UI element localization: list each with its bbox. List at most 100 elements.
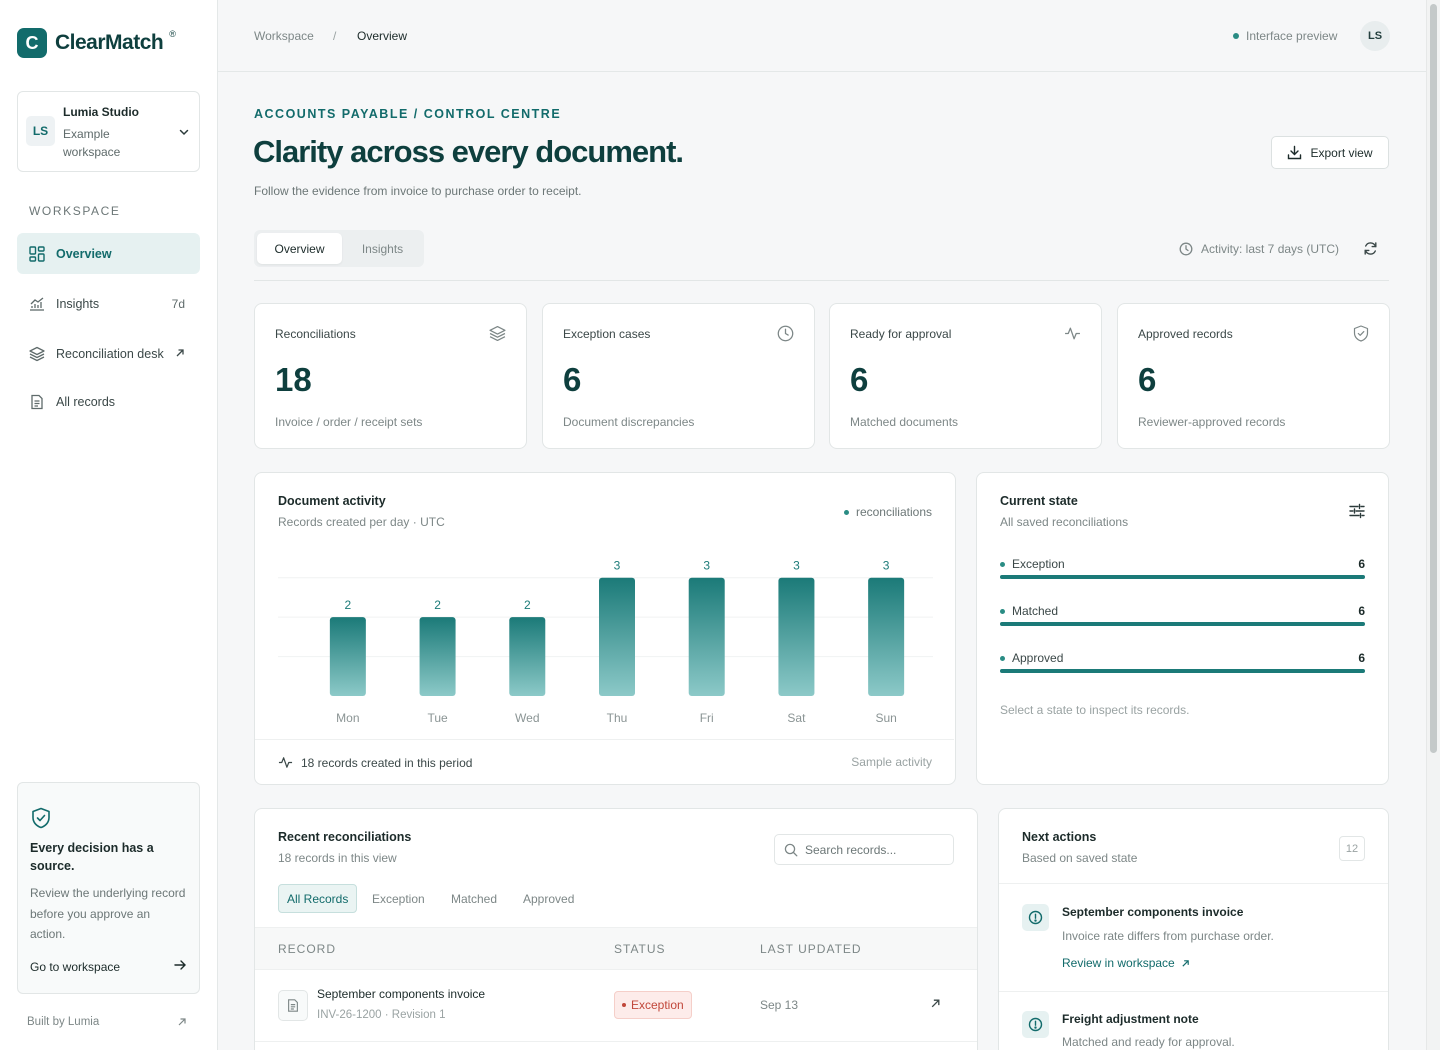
column-header-record[interactable]: RECORD (278, 942, 337, 956)
promo-title: Every decision has a source. (30, 841, 154, 873)
search-input[interactable]: Search records... (774, 834, 954, 865)
sidebar-item-label: All records (56, 394, 116, 409)
filter-matched[interactable]: Matched (451, 891, 498, 906)
document-activity-card: 2 Mon 2 Tue 2 Wed 3 Thu 3 Fri 3 Sat 3 Sun Document ac… (254, 472, 956, 785)
layers-icon (489, 325, 506, 347)
kpi-card-reconciliations[interactable]: Reconciliations 18 Invoice / order / rec… (254, 303, 527, 449)
chart-bar (419, 617, 456, 696)
sidebar-item-reconciliation-desk[interactable]: Reconciliation desk (17, 333, 200, 374)
state-dot (1000, 655, 1005, 661)
kpi-card-ready-for-approval[interactable]: Ready for approval 6 Matched documents (829, 303, 1102, 449)
next-actions-title: Next actions (1022, 830, 1097, 844)
bar-value-label: 2 (434, 598, 441, 612)
chart-legend: reconciliations (843, 505, 932, 519)
state-label: Matched (1000, 604, 1058, 618)
grid-icon (29, 245, 45, 262)
filter-all-records[interactable]: All Records (278, 884, 358, 913)
external-link-icon[interactable] (930, 996, 941, 1014)
sidebar-item-badge: 7d (171, 296, 185, 311)
view-tabs: Overview Insights (254, 230, 424, 267)
page-scrollbar[interactable] (1426, 0, 1440, 1050)
external-link-icon (175, 347, 185, 361)
chevron-down-icon (178, 125, 190, 143)
state-progress-fill (1000, 622, 1365, 626)
status-dot (1233, 33, 1239, 39)
activity-range-label: Activity: last 7 days (UTC) (1201, 242, 1340, 256)
tab-insights[interactable]: Insights (361, 241, 404, 256)
review-in-workspace-link[interactable]: Review in workspace (1062, 956, 1190, 970)
chart-bar (778, 577, 815, 696)
chart-bar (868, 577, 905, 696)
scrollbar-thumb[interactable] (1430, 4, 1437, 753)
bar-value-label: 3 (703, 559, 710, 573)
kpi-subtitle: Document discrepancies (563, 415, 695, 429)
workspace-subtitle: Example workspace (63, 127, 121, 159)
sidebar-item-insights[interactable]: Insights 7d (17, 283, 200, 324)
refresh-icon[interactable] (1363, 241, 1378, 261)
chart-bar (688, 577, 725, 696)
column-header-status[interactable]: STATUS (614, 942, 666, 956)
tab-overview[interactable]: Overview (257, 233, 342, 264)
table-row[interactable]: September components invoice INV-26-1200… (255, 970, 977, 1042)
sidebar-item-all-records[interactable]: All records (17, 381, 200, 422)
next-action-title: September components invoice (1062, 905, 1244, 919)
export-view-label: Export view (1310, 145, 1373, 160)
topbar: Workspace / Overview Interface preview L… (218, 0, 1426, 72)
brand[interactable]: C ClearMatch ® (17, 28, 176, 58)
state-label: Approved (1000, 651, 1063, 665)
search-icon (784, 843, 798, 856)
state-progress-bar (1000, 575, 1365, 579)
row-title: September components invoice (317, 987, 486, 1001)
divider (999, 991, 1388, 992)
brand-name: ClearMatch (55, 31, 164, 54)
kpi-card-exception-cases[interactable]: Exception cases 6 Document discrepancies (542, 303, 815, 449)
sidebar-item-overview[interactable]: Overview (17, 233, 200, 274)
promo-body: Review the underlying record before you … (30, 886, 186, 941)
row-last-updated: Sep 13 (760, 998, 799, 1012)
recent-title: Recent reconciliations (278, 830, 412, 844)
filter-approved[interactable]: Approved (523, 891, 575, 906)
arrow-right-icon[interactable] (173, 958, 187, 977)
shield-check-icon (31, 807, 51, 834)
kpi-subtitle: Invoice / order / receipt sets (275, 415, 423, 429)
column-header-last-updated[interactable]: LAST UPDATED (760, 942, 862, 956)
divider (999, 883, 1388, 884)
search-placeholder: Search records... (805, 842, 897, 857)
download-icon (1288, 145, 1302, 160)
kpi-value: 6 (1138, 361, 1157, 398)
bar-value-label: 3 (614, 559, 621, 573)
workspace-switcher[interactable]: LS Lumia Studio Example workspace (17, 91, 200, 172)
export-view-button[interactable]: Export view (1271, 136, 1389, 169)
state-progress-bar (1000, 669, 1365, 673)
state-progress-fill (1000, 575, 1365, 579)
chart-bar (509, 617, 546, 696)
table-header: RECORD STATUS LAST UPDATED (255, 927, 977, 970)
next-action-body: Matched and ready for approval. (1062, 1035, 1235, 1049)
chart-footer-text: 18 records created in this period (301, 755, 473, 770)
user-avatar[interactable]: LS (1360, 21, 1390, 51)
pulse-icon (278, 757, 293, 768)
kpi-label: Reconciliations (275, 327, 356, 341)
activity-range[interactable]: Activity: last 7 days (UTC) (1179, 242, 1339, 256)
interface-preview-status: Interface preview (1233, 29, 1337, 43)
filter-exception[interactable]: Exception (372, 891, 425, 906)
next-action-title: Freight adjustment note (1062, 1012, 1199, 1026)
page-title: Clarity across every document. (253, 134, 684, 169)
document-activity-chart: 2 Mon 2 Tue 2 Wed 3 Thu 3 Fri 3 Sat 3 Sun (278, 559, 933, 725)
kpi-card-approved-records[interactable]: Approved records 6 Reviewer-approved rec… (1117, 303, 1390, 449)
state-dot (1000, 608, 1005, 614)
sliders-icon[interactable] (1349, 503, 1365, 524)
external-link-icon (1182, 959, 1189, 967)
row-subtitle: INV-26-1200 · Revision 1 (317, 1009, 446, 1021)
page-subtitle: Follow the evidence from invoice to purc… (254, 184, 582, 198)
brand-registered-mark: ® (169, 29, 176, 39)
breadcrumb-workspace[interactable]: Workspace (254, 29, 314, 43)
chart-footer-divider (255, 739, 954, 740)
status-dot (622, 1003, 626, 1007)
go-to-workspace-link[interactable]: Go to workspace (30, 960, 121, 974)
chart-footer-note: Sample activity (851, 755, 932, 769)
state-value: 6 (1358, 557, 1365, 571)
alert-circle-icon (1022, 1011, 1049, 1038)
state-dot (1000, 561, 1005, 567)
built-by-link[interactable]: Built by Lumia (27, 1016, 100, 1028)
